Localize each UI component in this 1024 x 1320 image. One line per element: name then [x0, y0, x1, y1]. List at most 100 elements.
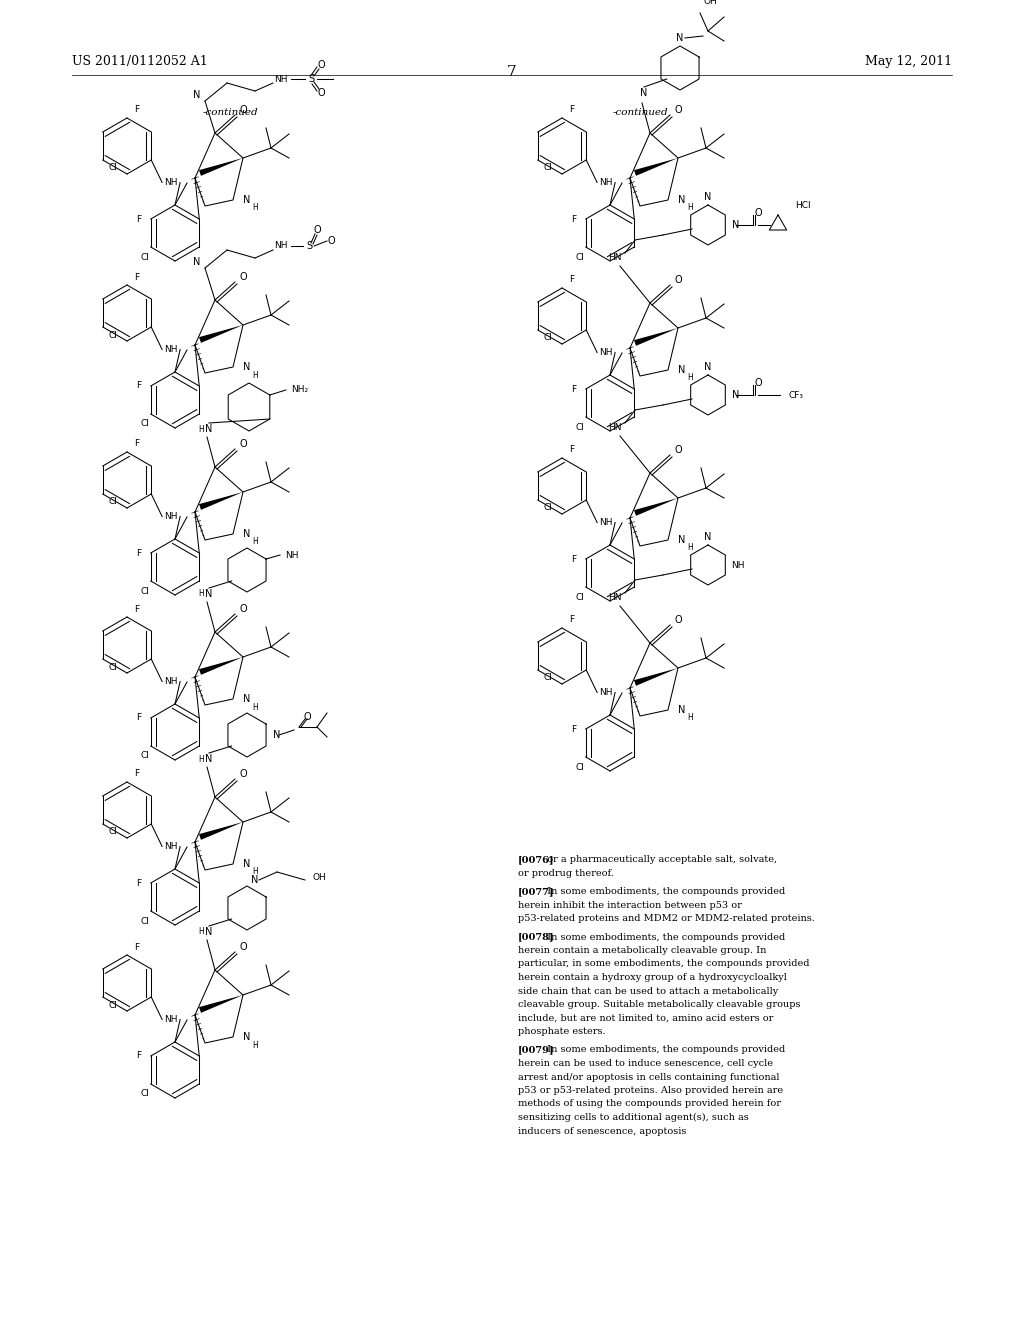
- Text: herein contain a hydroxy group of a hydroxycycloalkyl: herein contain a hydroxy group of a hydr…: [518, 973, 786, 982]
- Text: [0078]: [0078]: [518, 932, 555, 941]
- Text: F: F: [134, 942, 139, 952]
- Text: F: F: [134, 106, 139, 115]
- Text: H: H: [252, 702, 258, 711]
- Text: O: O: [674, 445, 682, 455]
- Text: F: F: [569, 446, 574, 454]
- Text: Cl: Cl: [109, 164, 118, 173]
- Text: Cl: Cl: [544, 164, 552, 173]
- Text: herein contain a metabolically cleavable group. In: herein contain a metabolically cleavable…: [518, 946, 766, 954]
- Text: Cl: Cl: [109, 828, 118, 837]
- Text: NH: NH: [731, 561, 744, 569]
- Text: include, but are not limited to, amino acid esters or: include, but are not limited to, amino a…: [518, 1014, 773, 1023]
- Text: H: H: [198, 755, 204, 763]
- Text: O: O: [240, 942, 247, 952]
- Text: Cl: Cl: [575, 593, 584, 602]
- Text: 7: 7: [507, 65, 517, 79]
- Text: NH: NH: [165, 345, 178, 354]
- Text: NH₂: NH₂: [291, 385, 308, 395]
- Text: sensitizing cells to additional agent(s), such as: sensitizing cells to additional agent(s)…: [518, 1113, 749, 1122]
- Text: N: N: [676, 33, 684, 44]
- Text: Cl: Cl: [575, 422, 584, 432]
- Text: NH: NH: [165, 842, 178, 851]
- Text: H: H: [198, 590, 204, 598]
- Text: O: O: [240, 272, 247, 282]
- Text: US 2011/0112052 A1: US 2011/0112052 A1: [72, 55, 208, 69]
- Text: F: F: [136, 549, 141, 557]
- Text: Cl: Cl: [544, 503, 552, 512]
- Text: N: N: [244, 694, 251, 704]
- Text: H: H: [252, 203, 258, 213]
- Text: F: F: [136, 879, 141, 887]
- Text: O: O: [755, 209, 762, 218]
- Text: N: N: [705, 191, 712, 202]
- Text: H: H: [687, 374, 693, 383]
- Text: Cl: Cl: [140, 1089, 150, 1098]
- Text: NH: NH: [165, 677, 178, 686]
- Text: H: H: [687, 544, 693, 553]
- Text: [0079]: [0079]: [518, 1045, 555, 1055]
- Text: N: N: [678, 195, 686, 205]
- Text: N: N: [244, 529, 251, 539]
- Polygon shape: [634, 158, 678, 176]
- Text: S: S: [308, 74, 314, 84]
- Polygon shape: [199, 657, 243, 675]
- Text: NH: NH: [599, 178, 613, 187]
- Text: Cl: Cl: [575, 763, 584, 771]
- Text: O: O: [240, 440, 247, 449]
- Text: H: H: [687, 714, 693, 722]
- Text: H: H: [252, 371, 258, 380]
- Text: [0077]: [0077]: [518, 887, 555, 896]
- Text: O: O: [240, 106, 247, 115]
- Text: particular, in some embodiments, the compounds provided: particular, in some embodiments, the com…: [518, 960, 810, 969]
- Text: F: F: [134, 605, 139, 614]
- Text: [0076]: [0076]: [518, 855, 555, 865]
- Polygon shape: [199, 822, 243, 840]
- Text: F: F: [569, 106, 574, 115]
- Text: N: N: [244, 362, 251, 372]
- Text: arrest and/or apoptosis in cells containing functional: arrest and/or apoptosis in cells contain…: [518, 1072, 779, 1081]
- Text: Cl: Cl: [140, 751, 150, 760]
- Text: H: H: [198, 425, 204, 433]
- Text: N: N: [732, 389, 739, 400]
- Polygon shape: [199, 158, 243, 176]
- Text: O: O: [755, 378, 762, 388]
- Text: S: S: [306, 242, 312, 251]
- Polygon shape: [199, 325, 243, 343]
- Text: F: F: [569, 276, 574, 285]
- Text: H: H: [252, 537, 258, 546]
- Text: NH: NH: [599, 517, 613, 527]
- Text: F: F: [134, 440, 139, 449]
- Text: N: N: [251, 875, 259, 884]
- Text: H: H: [252, 1040, 258, 1049]
- Text: H: H: [198, 928, 204, 936]
- Text: O: O: [674, 275, 682, 285]
- Text: O: O: [240, 770, 247, 779]
- Text: OH: OH: [312, 874, 326, 883]
- Text: Cl: Cl: [575, 252, 584, 261]
- Text: F: F: [136, 214, 141, 223]
- Text: F: F: [571, 214, 577, 223]
- Polygon shape: [199, 492, 243, 510]
- Text: N: N: [705, 532, 712, 543]
- Text: herein inhibit the interaction between p53 or: herein inhibit the interaction between p…: [518, 900, 741, 909]
- Text: Cl: Cl: [109, 1001, 118, 1010]
- Text: N: N: [705, 362, 712, 372]
- Text: F: F: [571, 725, 577, 734]
- Text: HN: HN: [608, 424, 622, 433]
- Text: O: O: [303, 711, 311, 722]
- Text: O: O: [674, 106, 682, 115]
- Text: NH: NH: [286, 550, 299, 560]
- Text: HN: HN: [608, 253, 622, 263]
- Text: H: H: [687, 203, 693, 213]
- Text: F: F: [134, 770, 139, 779]
- Polygon shape: [634, 668, 678, 686]
- Text: N: N: [244, 859, 251, 869]
- Text: HCl: HCl: [796, 201, 811, 210]
- Polygon shape: [634, 327, 678, 346]
- Text: Cl: Cl: [140, 916, 150, 925]
- Text: methods of using the compounds provided herein for: methods of using the compounds provided …: [518, 1100, 781, 1109]
- Text: N: N: [206, 927, 213, 937]
- Text: NH: NH: [165, 1015, 178, 1024]
- Text: HN: HN: [608, 594, 622, 602]
- Text: NH: NH: [274, 74, 288, 83]
